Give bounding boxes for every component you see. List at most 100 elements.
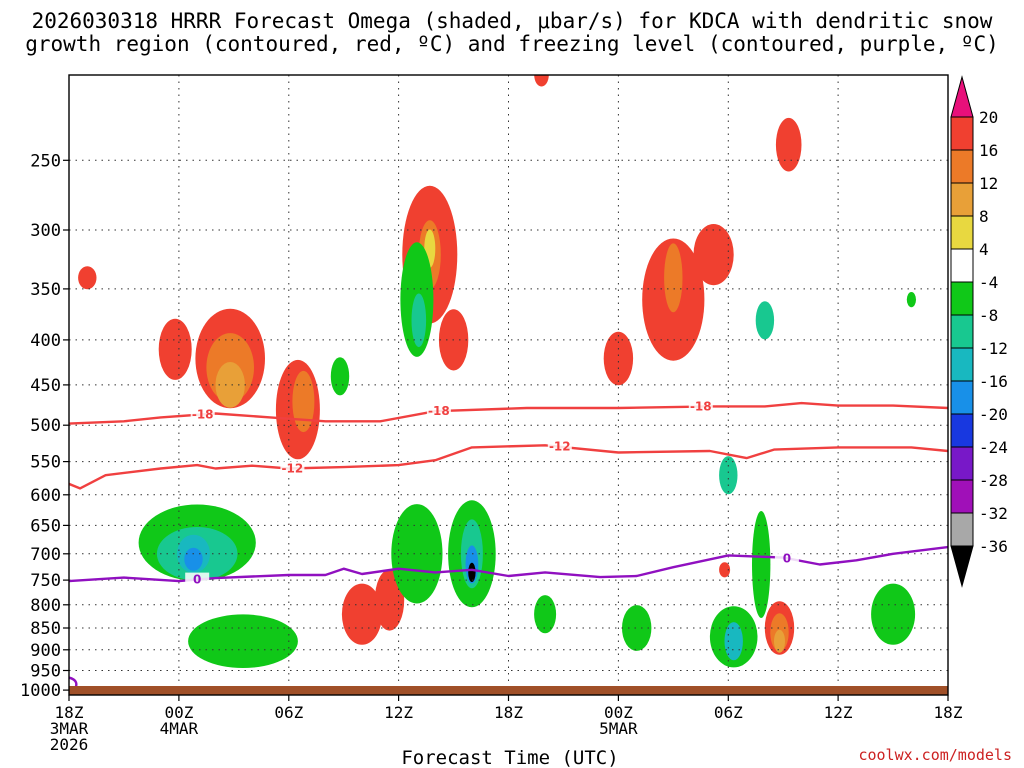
colorbar-label-13: -36 xyxy=(979,537,1008,556)
omega-cell-31 xyxy=(391,504,443,604)
colorbar-label-4: 4 xyxy=(979,240,989,259)
title-line-1: 2026030318 HRRR Forecast Omega (shaded, … xyxy=(32,9,993,33)
omega-cell-44 xyxy=(906,292,917,308)
omega-cell-40 xyxy=(724,622,743,661)
colorbar-bin-12 xyxy=(950,479,974,514)
dgz-contour-minus18-label-bg-0 xyxy=(190,407,215,422)
colorbar-bin-7 xyxy=(950,314,974,349)
dgz-contour-minus12 xyxy=(69,444,948,490)
omega-cell-30 xyxy=(411,293,427,348)
colorbar-bin-bottom xyxy=(950,545,974,588)
omega-cell-13 xyxy=(534,75,549,87)
credit-text: coolwx.com/models xyxy=(858,746,1012,764)
y-tick-label-950: 950 xyxy=(30,662,61,682)
ground-strip xyxy=(69,686,948,695)
colorbar-label-5: -4 xyxy=(979,273,998,292)
colorbar-label-2: 12 xyxy=(979,174,998,193)
contours: -18 -18 -18 -12 -12 0 0 xyxy=(69,399,948,692)
colorbar-bin-1 xyxy=(950,116,974,151)
title-line-2: growth region (contoured, red, ºC) and f… xyxy=(25,32,999,56)
omega-cell-7 xyxy=(341,583,383,645)
omega-cell-17 xyxy=(693,224,734,286)
y-tick-label-550: 550 xyxy=(30,453,61,473)
x-tick-label-42-0: 12Z xyxy=(824,703,853,722)
y-tick-label-500: 500 xyxy=(30,416,61,436)
x-tick-label-12-0: 06Z xyxy=(274,703,303,722)
omega-cell-4 xyxy=(215,362,245,408)
dgz-contour-minus12-label-1: -12 xyxy=(549,440,571,454)
x-tick-label-0-0: 18Z xyxy=(55,703,84,722)
omega-cell-26 xyxy=(184,547,203,571)
y-tick-label-400: 400 xyxy=(30,331,61,351)
dgz-contour-minus18-label-0: -18 xyxy=(192,407,214,421)
colorbar-label-10: -24 xyxy=(979,438,1008,457)
y-tick-label-250: 250 xyxy=(30,151,61,171)
colorbar-bin-4 xyxy=(950,215,974,250)
y-tick-label-750: 750 xyxy=(30,571,61,591)
colorbar-label-11: -28 xyxy=(979,471,1008,490)
x-tick-label-6-1: 4MAR xyxy=(160,719,199,738)
dgz-contour-minus18-label-bg-1 xyxy=(426,404,451,418)
omega-cell-0 xyxy=(78,266,97,290)
plot-area: -18 -18 -18 -12 -12 0 0 xyxy=(68,74,949,696)
y-tick-label-450: 450 xyxy=(30,376,61,396)
freezing-level-contour-label-bg-0 xyxy=(185,572,210,587)
y-tick-label-350: 350 xyxy=(30,280,61,300)
y-tick-label-650: 650 xyxy=(30,516,61,536)
y-tick-label-600: 600 xyxy=(30,486,61,506)
x-tick-label-24-0: 18Z xyxy=(494,703,523,722)
y-tick-label-850: 850 xyxy=(30,619,61,639)
y-tick-label-1000: 1000 xyxy=(20,681,61,701)
colorbar-label-8: -16 xyxy=(979,372,1008,391)
x-tick-label-0-2: 2026 xyxy=(50,735,89,754)
colorbar-label-7: -12 xyxy=(979,339,1008,358)
omega-cell-42 xyxy=(755,301,775,340)
colorbar-label-3: 8 xyxy=(979,207,989,226)
dgz-contour-minus18 xyxy=(69,401,948,425)
omega-cell-38 xyxy=(719,456,738,495)
colorbar-bin-9 xyxy=(950,380,974,415)
dgz-contour-minus12-label-bg-1 xyxy=(547,439,572,454)
dgz-contour-minus18-label-2: -18 xyxy=(690,400,712,414)
x-tick-label-30-1: 5MAR xyxy=(599,719,638,738)
omega-cell-43 xyxy=(871,583,916,645)
omega-cell-41 xyxy=(752,511,771,618)
omega-cell-19 xyxy=(719,562,731,578)
x-tick-label-0-1: 3MAR xyxy=(50,719,89,738)
colorbar-bin-6 xyxy=(950,281,974,316)
omega-cell-28 xyxy=(330,357,350,396)
colorbar-bin-11 xyxy=(950,446,974,481)
colorbar: 20 16 12 8 4 -4 -8 -12 -16 -20 -24 -28 -32 -36 xyxy=(950,75,1008,588)
dgz-contour-minus18-label-bg-2 xyxy=(688,399,713,414)
y-tick-label-700: 700 xyxy=(30,545,61,565)
x-tick-label-30-0: 00Z xyxy=(604,703,633,722)
omega-cell-22 xyxy=(774,629,785,653)
omega-cell-35 xyxy=(468,562,476,583)
colorbar-label-6: -8 xyxy=(979,306,998,325)
colorbar-bin-5 xyxy=(950,248,974,283)
omega-cell-16 xyxy=(664,243,683,313)
omega-cell-1 xyxy=(158,318,192,380)
colorbar-bin-10 xyxy=(950,413,974,448)
freezing-level-contour-label-0: 0 xyxy=(193,573,201,587)
colorbar-bin-2 xyxy=(950,149,974,184)
x-tick-label-48-0: 18Z xyxy=(934,703,963,722)
colorbar-bin-13 xyxy=(950,512,974,547)
colorbar-label-9: -20 xyxy=(979,405,1008,424)
y-tick-label-900: 900 xyxy=(30,641,61,661)
colorbar-bin-8 xyxy=(950,347,974,382)
omega-cell-27 xyxy=(188,614,298,668)
x-tick-label-6-0: 00Z xyxy=(164,703,193,722)
colorbar-label-1: 16 xyxy=(979,141,998,160)
omega-shading xyxy=(78,75,917,668)
colorbar-bin-3 xyxy=(950,182,974,217)
x-tick-label-36-0: 06Z xyxy=(714,703,743,722)
dgz-contour-minus12-label-bg-0 xyxy=(280,461,305,476)
y-tick-label-300: 300 xyxy=(30,221,61,241)
freezing-level-contour-label-bg-1 xyxy=(774,551,799,566)
x-tick-label-18-0: 12Z xyxy=(384,703,413,722)
y-tick-label-800: 800 xyxy=(30,596,61,616)
omega-cell-14 xyxy=(603,331,634,386)
